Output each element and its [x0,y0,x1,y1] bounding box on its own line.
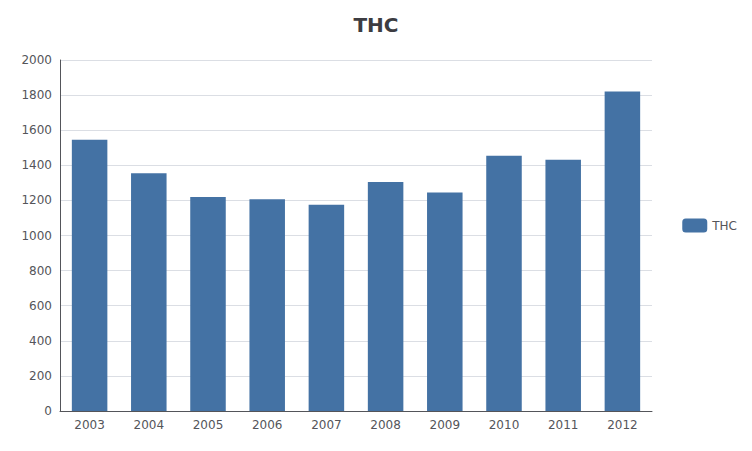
svg-text:THC: THC [353,13,398,37]
svg-text:800: 800 [29,264,52,278]
svg-text:1400: 1400 [21,158,52,172]
svg-text:2010: 2010 [489,418,520,432]
svg-text:600: 600 [29,299,52,313]
svg-text:2009: 2009 [430,418,461,432]
svg-text:2006: 2006 [252,418,283,432]
svg-text:THC: THC [711,219,737,233]
svg-text:2007: 2007 [311,418,342,432]
svg-text:2005: 2005 [193,418,224,432]
svg-text:2008: 2008 [370,418,401,432]
svg-text:1600: 1600 [21,123,52,137]
svg-text:1800: 1800 [21,88,52,102]
svg-text:2012: 2012 [607,418,638,432]
svg-text:1200: 1200 [21,193,52,207]
svg-text:1000: 1000 [21,229,52,243]
svg-text:0: 0 [44,404,52,418]
svg-text:400: 400 [29,334,52,348]
svg-text:2000: 2000 [21,53,52,67]
svg-text:2004: 2004 [134,418,165,432]
svg-text:200: 200 [29,369,52,383]
svg-text:2003: 2003 [74,418,105,432]
svg-text:2011: 2011 [548,418,579,432]
